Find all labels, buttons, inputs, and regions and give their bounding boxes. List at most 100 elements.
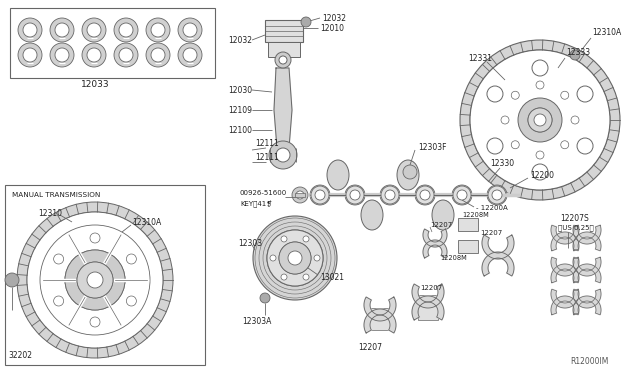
Bar [5,185,205,365]
Circle shape [119,23,133,37]
Text: 12100: 12100 [228,125,252,135]
Polygon shape [364,309,396,333]
Circle shape [146,18,170,42]
Circle shape [281,236,287,242]
Ellipse shape [327,160,349,190]
Circle shape [310,185,330,205]
Circle shape [82,43,106,67]
Circle shape [511,141,519,149]
Circle shape [260,293,270,303]
Circle shape [350,190,360,200]
Polygon shape [551,296,579,315]
Circle shape [77,262,113,298]
Polygon shape [551,225,579,244]
Circle shape [501,116,509,124]
Circle shape [23,48,37,62]
Circle shape [561,91,569,99]
Bar [265,20,303,42]
Circle shape [381,186,399,204]
Circle shape [492,190,502,200]
Circle shape [534,114,546,126]
Polygon shape [364,297,396,321]
Circle shape [528,108,552,132]
Polygon shape [423,240,447,258]
Bar [418,295,438,320]
Circle shape [488,186,506,204]
Circle shape [380,185,400,205]
Circle shape [577,138,593,154]
Polygon shape [573,296,601,315]
Circle shape [65,250,125,310]
Text: 12310: 12310 [38,208,62,218]
Polygon shape [551,264,579,283]
Polygon shape [423,229,447,247]
Circle shape [536,151,544,159]
Circle shape [350,190,360,200]
Circle shape [267,230,323,286]
Circle shape [269,141,297,169]
Circle shape [146,43,170,67]
Text: - 12200A: - 12200A [476,205,508,211]
Circle shape [346,186,364,204]
Circle shape [528,108,552,132]
Circle shape [311,186,329,204]
Circle shape [487,86,503,102]
Circle shape [536,81,544,89]
Text: 12207: 12207 [358,343,382,353]
Circle shape [23,23,37,37]
Text: MANUAL TRANSMISSION: MANUAL TRANSMISSION [12,192,100,198]
Circle shape [487,185,507,205]
Ellipse shape [432,200,454,230]
Circle shape [82,18,106,42]
Polygon shape [551,232,579,251]
Text: 32202: 32202 [8,350,32,359]
Circle shape [55,48,69,62]
Circle shape [315,190,325,200]
Circle shape [275,52,291,68]
Polygon shape [412,296,444,320]
Circle shape [511,91,519,99]
Circle shape [279,56,287,64]
Text: 12111: 12111 [255,153,279,161]
Circle shape [525,105,555,135]
Polygon shape [274,68,292,148]
Bar [458,240,478,253]
Circle shape [17,202,173,358]
Circle shape [460,40,620,200]
Ellipse shape [397,160,419,190]
Polygon shape [551,257,579,276]
Circle shape [54,254,63,264]
Circle shape [470,50,610,190]
Circle shape [570,50,580,60]
Circle shape [18,18,42,42]
Text: 12030: 12030 [228,86,252,94]
Circle shape [281,274,287,280]
Circle shape [279,242,311,274]
Circle shape [532,164,548,180]
Circle shape [151,48,165,62]
Circle shape [288,251,302,265]
Circle shape [90,317,100,327]
Text: 12207: 12207 [480,230,502,236]
Text: 12010: 12010 [320,23,344,32]
Circle shape [420,190,430,200]
Text: 12207: 12207 [420,285,442,291]
Circle shape [518,98,562,142]
Text: 12303A: 12303A [242,317,271,327]
Polygon shape [482,252,514,276]
Polygon shape [573,232,601,251]
Text: 12303F: 12303F [418,142,447,151]
Polygon shape [573,264,601,283]
Circle shape [183,23,197,37]
Ellipse shape [361,200,383,230]
Circle shape [114,43,138,67]
Circle shape [470,50,610,190]
Circle shape [27,212,163,348]
Text: 12208M: 12208M [440,255,467,261]
Circle shape [267,230,323,286]
Circle shape [292,187,308,203]
Text: 12331: 12331 [468,54,492,62]
Text: 00926-51600: 00926-51600 [240,190,287,196]
Text: 12310A: 12310A [132,218,161,227]
Circle shape [126,254,136,264]
